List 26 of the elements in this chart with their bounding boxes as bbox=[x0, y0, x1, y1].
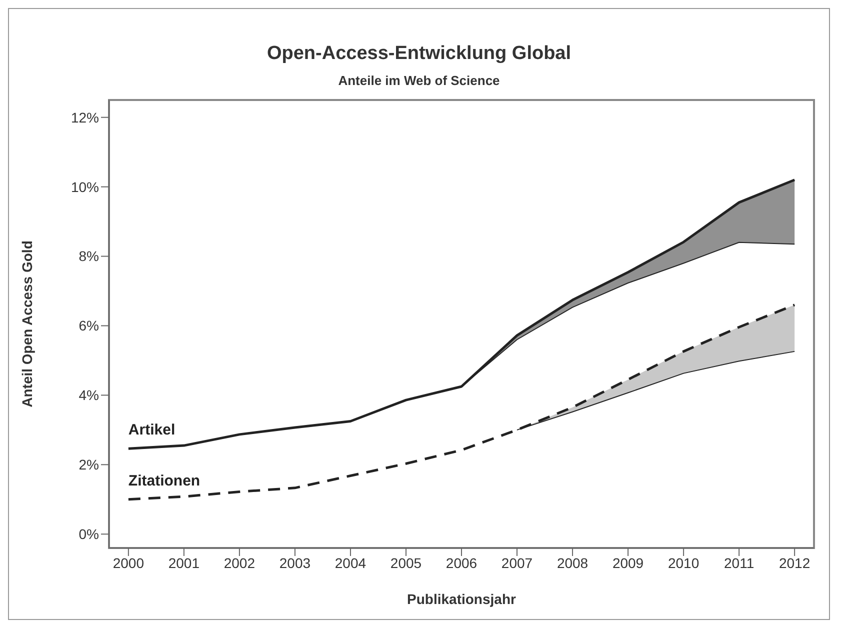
series-label: Artikel bbox=[128, 422, 176, 439]
x-tick-label: 2006 bbox=[446, 554, 478, 571]
x-tick-label: 2002 bbox=[224, 554, 256, 571]
x-tick-label: 2004 bbox=[334, 554, 366, 571]
x-tick-label: 2012 bbox=[778, 554, 810, 571]
series-label: Zitationen bbox=[128, 472, 200, 490]
y-tick-label: 12% bbox=[70, 109, 99, 126]
chart-title: Open-Access-Entwicklung Global bbox=[266, 43, 572, 65]
x-tick-label: 2011 bbox=[724, 554, 754, 571]
x-tick-label: 2001 bbox=[168, 554, 200, 571]
x-tick-label: 2005 bbox=[390, 554, 422, 571]
y-axis-title: Anteil Open Access Gold bbox=[18, 240, 35, 408]
y-tick-label: 4% bbox=[78, 387, 99, 404]
x-tick-label: 2010 bbox=[668, 554, 700, 571]
y-tick-label: 0% bbox=[78, 526, 99, 542]
y-tick-label: 6% bbox=[78, 318, 99, 334]
y-tick-label: 10% bbox=[70, 178, 99, 195]
x-tick-label: 2003 bbox=[279, 554, 311, 571]
x-tick-label: 2007 bbox=[501, 554, 533, 571]
x-tick-label: 2000 bbox=[112, 554, 144, 571]
y-tick-label: 2% bbox=[78, 456, 99, 473]
x-tick-label: 2008 bbox=[556, 554, 588, 571]
x-axis-title: Publikationsjahr bbox=[407, 591, 516, 607]
chart-subtitle: Anteile im Web of Science bbox=[337, 73, 501, 88]
x-tick-label: 2009 bbox=[612, 554, 644, 571]
y-tick-label: 8% bbox=[78, 248, 99, 264]
